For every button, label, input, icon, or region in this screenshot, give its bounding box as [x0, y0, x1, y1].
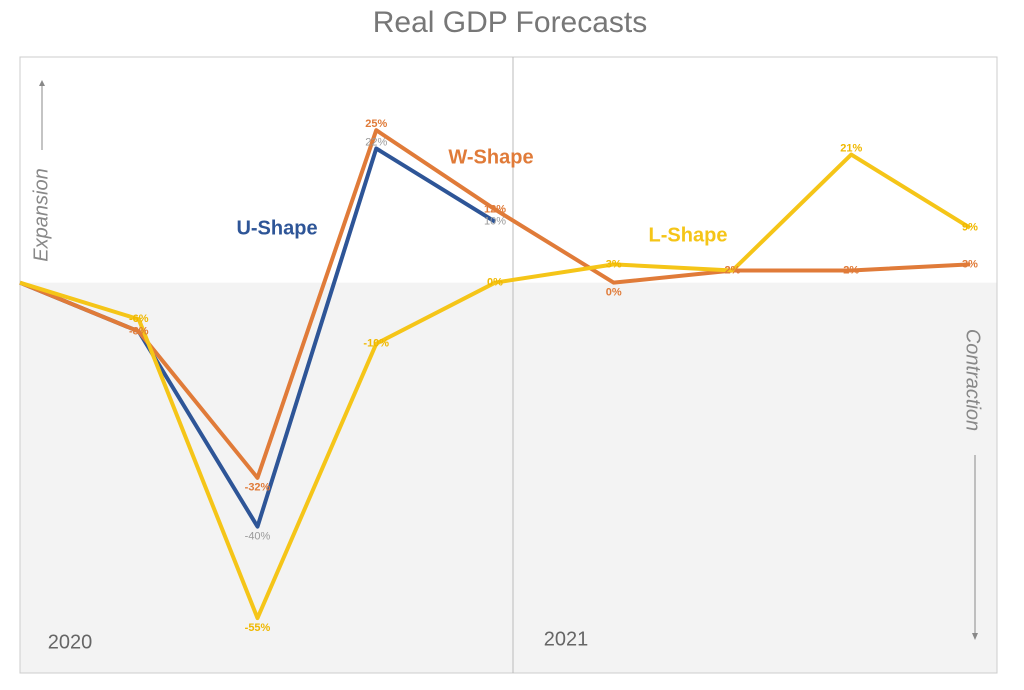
data-label: 0% [606, 287, 622, 299]
data-label: 12% [484, 203, 506, 215]
data-label: -40% [245, 531, 271, 543]
series-name: L-Shape [649, 224, 728, 246]
data-label: 10% [484, 216, 506, 228]
series-name: U-Shape [236, 217, 317, 239]
data-label: 2% [843, 264, 859, 276]
data-label: -10% [363, 338, 389, 350]
axis-label: Contraction [962, 329, 984, 431]
axis-arrow [39, 80, 45, 86]
contraction-zone [20, 282, 997, 673]
data-label: 9% [962, 222, 978, 234]
data-label: -55% [245, 622, 271, 634]
series-line [19, 128, 971, 480]
series-line [19, 152, 972, 621]
period-label: 2021 [544, 628, 589, 650]
period-label: 2020 [48, 631, 93, 653]
data-label: 0% [487, 277, 503, 289]
data-label: 3% [962, 258, 978, 270]
axis-arrow [972, 633, 978, 640]
axis-label: Expansion [30, 168, 52, 261]
data-label: 3% [606, 258, 622, 270]
data-label: -8% [129, 325, 149, 337]
chart-title: Real GDP Forecasts [373, 6, 648, 39]
data-label: 2% [725, 264, 741, 276]
series-name: W-Shape [448, 146, 533, 168]
data-label: 22% [365, 136, 387, 148]
plot-frame [19, 56, 998, 674]
data-label: -32% [245, 482, 271, 494]
data-label: -6% [129, 313, 149, 325]
data-label: 25% [365, 118, 387, 130]
data-label: 21% [840, 142, 862, 154]
